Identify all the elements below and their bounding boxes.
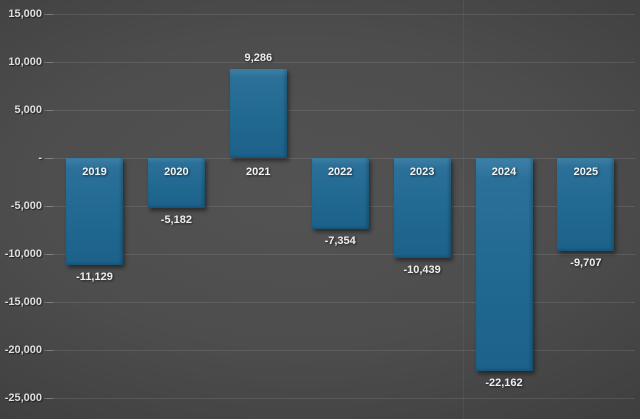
- category-label-2019: 2019: [82, 166, 107, 178]
- gridline: [47, 302, 635, 303]
- category-label-2020: 2020: [164, 166, 189, 178]
- category-label-2023: 2023: [409, 166, 435, 178]
- axis-tick: [44, 398, 53, 399]
- y-axis-tick-label: -20,000: [4, 344, 42, 356]
- axis-tick: [44, 302, 53, 303]
- y-axis-tick-label: 15,000: [8, 8, 42, 20]
- axis-tick: [44, 14, 53, 15]
- value-label-2025: -9,707: [570, 257, 602, 270]
- category-label-2021: 2021: [246, 166, 271, 178]
- axis-tick: [44, 254, 53, 255]
- category-label-2022: 2022: [327, 166, 353, 178]
- axis-tick: [44, 350, 53, 351]
- bar-2025[interactable]: [557, 158, 615, 252]
- bar-2022[interactable]: [311, 158, 369, 229]
- y-axis-tick-label: -15,000: [4, 296, 42, 308]
- value-label-2023: -10,439: [403, 264, 441, 277]
- gridline: [47, 14, 635, 15]
- bar-2021[interactable]: [229, 68, 287, 158]
- gridline: [47, 254, 635, 255]
- gridline: [47, 350, 635, 351]
- value-label-2024: -22,162: [485, 376, 523, 389]
- category-label-2025: 2025: [573, 166, 599, 178]
- axis-tick: [44, 110, 53, 111]
- y-axis-tick-label: 5,000: [14, 104, 42, 116]
- y-axis-tick-label: -10,000: [4, 248, 42, 260]
- y-axis-tick-label: -5,000: [10, 200, 42, 212]
- y-axis-tick-label: -25,000: [4, 392, 42, 404]
- bar-2019[interactable]: [66, 158, 123, 265]
- y-axis-tick-label: 10,000: [8, 56, 42, 68]
- value-label-2021: 9,286: [244, 51, 273, 64]
- gridline: [47, 398, 635, 399]
- bar-2020[interactable]: [147, 158, 205, 208]
- axis-tick: [44, 62, 53, 63]
- category-label-2024: 2024: [491, 166, 517, 178]
- y-axis-tick-label: -: [38, 152, 42, 164]
- value-label-2022: -7,354: [324, 234, 356, 247]
- axis-tick: [44, 158, 53, 159]
- value-label-2019: -11,129: [76, 270, 113, 283]
- bar-2023[interactable]: [393, 158, 451, 259]
- gridline: [47, 62, 635, 63]
- axis-tick: [44, 206, 53, 207]
- vertical-divider-line: [463, 0, 464, 419]
- value-label-2020: -5,182: [160, 213, 192, 226]
- gridline: [47, 110, 635, 111]
- bar-2024[interactable]: [475, 158, 533, 371]
